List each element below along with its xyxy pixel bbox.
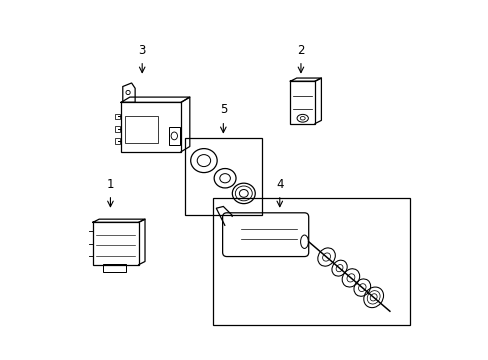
Text: 4: 4 (275, 177, 283, 190)
Text: 5: 5 (219, 103, 226, 117)
Bar (103, 264, 126, 272)
Bar (184, 138, 262, 215)
Bar (290, 81, 314, 123)
Bar (125, 116, 158, 143)
Bar (168, 127, 180, 145)
Bar (212, 198, 409, 325)
Bar (115, 126, 120, 132)
Bar (115, 138, 120, 144)
Text: 1: 1 (106, 177, 114, 190)
Bar (115, 114, 120, 119)
Text: 2: 2 (297, 44, 304, 57)
Bar (93, 222, 139, 265)
Text: 3: 3 (138, 44, 145, 57)
Bar (121, 102, 181, 152)
